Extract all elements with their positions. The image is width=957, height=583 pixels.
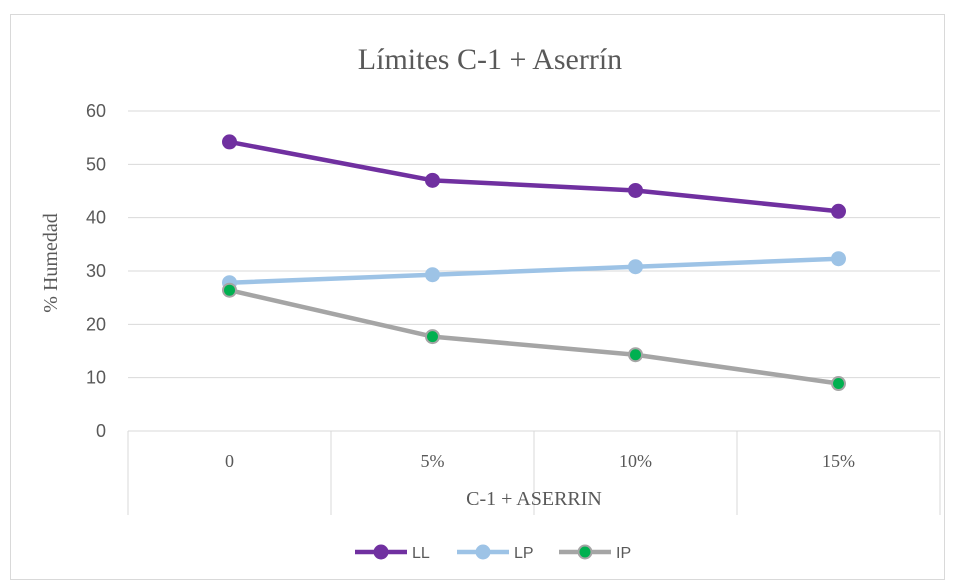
point-ll-0 <box>222 134 237 150</box>
series-group <box>222 134 846 392</box>
series-line-ip <box>227 287 841 386</box>
series-line-ll <box>227 139 841 214</box>
point-ip-0 <box>222 282 237 298</box>
x-tick-label: 0 <box>225 451 234 471</box>
legend-label-ll: LL <box>412 545 430 562</box>
point-ll-2 <box>628 182 643 198</box>
legend-marker-lp <box>475 544 491 560</box>
point-ip-2 <box>628 347 643 363</box>
point-ip-1 <box>425 329 440 345</box>
legend: LL LP IP <box>355 544 631 562</box>
x-axis-label: C-1 + ASERRIN <box>466 488 602 510</box>
x-tick-label: 5% <box>421 451 445 471</box>
point-lp-3 <box>831 251 846 267</box>
point-ip-3 <box>831 376 846 392</box>
y-tick-label: 40 <box>86 208 106 228</box>
y-tick-label: 10 <box>86 368 106 388</box>
chart-title: Límites C-1 + Aserrín <box>358 43 622 76</box>
x-tick-labels: 0 5% 10% 15% <box>225 451 855 471</box>
point-lp-1 <box>425 267 440 283</box>
x-tick-label: 15% <box>822 451 855 471</box>
y-tick-label: 30 <box>86 261 106 281</box>
x-tick-label: 10% <box>619 451 652 471</box>
chart-frame <box>10 14 945 580</box>
point-ll-3 <box>831 203 846 219</box>
point-lp-2 <box>628 259 643 275</box>
legend-label-ip: IP <box>616 545 631 562</box>
legend-label-lp: LP <box>514 545 534 562</box>
x-category-dividers <box>127 431 941 515</box>
legend-marker-ll <box>373 544 389 560</box>
y-tick-label: 0 <box>96 421 106 441</box>
point-ll-1 <box>425 172 440 188</box>
series-line-lp <box>227 256 841 285</box>
y-tick-label: 50 <box>86 154 106 174</box>
y-tick-label: 60 <box>86 101 106 121</box>
y-axis-label: % Humedad <box>40 213 62 312</box>
y-tick-label: 20 <box>86 314 106 334</box>
legend-marker-ip <box>577 544 593 560</box>
y-tick-labels: 0 10 20 30 40 50 60 <box>86 101 106 441</box>
